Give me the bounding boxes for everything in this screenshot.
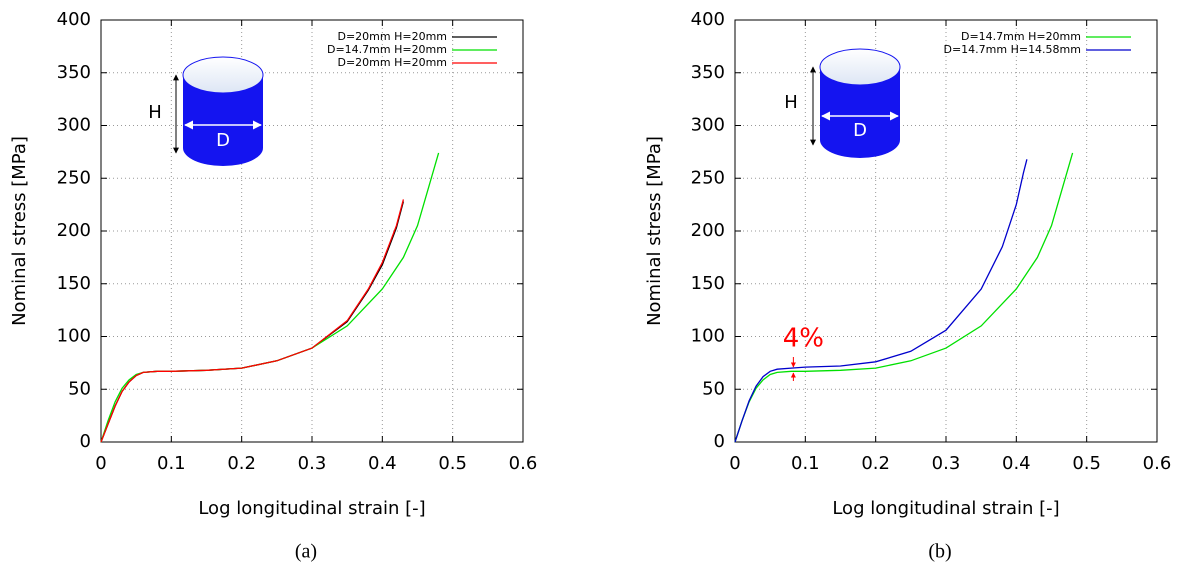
- x-axis-label: Log longitudinal strain [-]: [832, 498, 1059, 519]
- x-tick-label: 0.1: [157, 453, 186, 474]
- y-tick-label: 150: [691, 273, 725, 294]
- y-axis-label: Nominal stress [MPa]: [9, 136, 30, 326]
- plot-frame: [734, 19, 1158, 443]
- x-tick-label: 0: [95, 453, 106, 474]
- x-tick-label: 0.3: [298, 453, 327, 474]
- y-tick-label: 150: [57, 273, 91, 294]
- y-tick-label: 250: [57, 167, 91, 188]
- x-tick-label: 0.4: [1002, 453, 1031, 474]
- data-line: [734, 152, 1074, 443]
- y-tick-label: 200: [57, 220, 91, 241]
- x-tick-label: 0.6: [509, 453, 538, 474]
- data-line: [100, 201, 405, 443]
- caption: (a): [295, 541, 317, 563]
- y-axis-label: Nominal stress [MPa]: [644, 136, 665, 326]
- x-tick-label: 0.5: [438, 453, 467, 474]
- x-tick-label: 0.4: [368, 453, 397, 474]
- y-tick-label: 350: [57, 62, 91, 83]
- x-tick-label: 0.6: [1143, 453, 1172, 474]
- y-tick-label: 50: [702, 378, 725, 399]
- annotation: 4%: [783, 324, 824, 354]
- y-tick-label: 400: [691, 9, 725, 30]
- y-tick-label: 250: [691, 167, 725, 188]
- y-tick-label: 0: [714, 431, 725, 452]
- data-line: [734, 159, 1028, 443]
- legend-label: D=20mm H=20mm: [337, 56, 447, 69]
- height-label: H: [148, 102, 162, 123]
- x-axis-label: Log longitudinal strain [-]: [198, 498, 425, 519]
- y-tick-label: 400: [57, 9, 91, 30]
- y-tick-label: 100: [691, 326, 725, 347]
- y-tick-label: 50: [68, 378, 91, 399]
- cylinder-top: [819, 48, 901, 86]
- legend-label: D=20mm H=20mm: [337, 30, 447, 43]
- y-tick-label: 100: [57, 326, 91, 347]
- height-label: H: [784, 92, 798, 113]
- y-tick-label: 200: [691, 220, 725, 241]
- y-tick-label: 350: [691, 62, 725, 83]
- legend-label: D=14.7mm H=20mm: [961, 30, 1081, 43]
- cylinder-top: [182, 56, 264, 94]
- diameter-label: D: [853, 120, 867, 141]
- y-tick-label: 0: [80, 431, 91, 452]
- y-tick-label: 300: [691, 115, 725, 136]
- x-tick-label: 0.2: [227, 453, 256, 474]
- legend-label: D=14.7mm H=20mm: [327, 43, 447, 56]
- x-tick-label: 0: [729, 453, 740, 474]
- plot-frame: [100, 19, 524, 443]
- x-tick-label: 0.3: [932, 453, 961, 474]
- x-tick-label: 0.2: [861, 453, 890, 474]
- x-tick-label: 0.1: [791, 453, 820, 474]
- legend-label: D=14.7mm H=14.58mm: [943, 43, 1081, 56]
- data-line: [100, 152, 440, 443]
- caption: (b): [928, 541, 951, 563]
- diameter-label: D: [216, 130, 230, 151]
- x-tick-label: 0.5: [1072, 453, 1101, 474]
- y-tick-label: 300: [57, 115, 91, 136]
- data-line: [100, 199, 405, 443]
